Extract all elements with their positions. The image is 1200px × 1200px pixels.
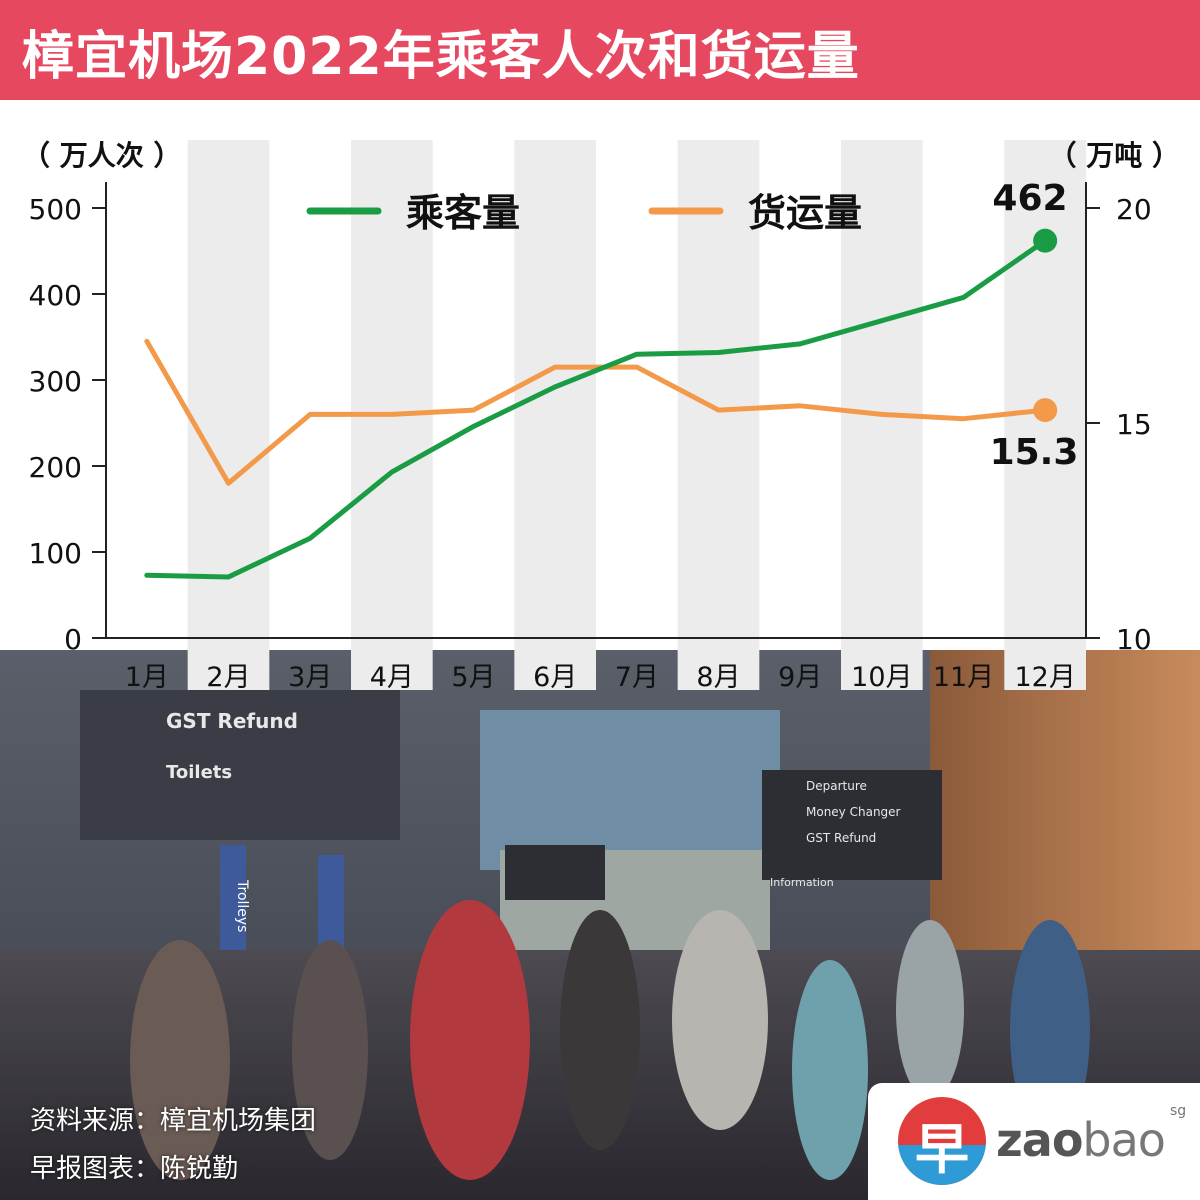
left-tick-label: 400	[29, 279, 82, 312]
chart-title: 樟宜机场2022年乘客人次和货运量	[22, 27, 860, 87]
sign-money-changer: Money Changer	[806, 805, 901, 819]
cargo-end-dot	[1033, 398, 1058, 423]
x-tick-label: 7月	[615, 662, 659, 693]
x-tick-label: 1月	[125, 662, 169, 693]
x-tick-label: 11月	[933, 662, 994, 693]
right-tick-label: 10	[1116, 623, 1152, 656]
left-tick-label: 100	[29, 537, 82, 570]
x-tick-label: 5月	[451, 662, 495, 693]
cargo-end-label: 15.3	[990, 432, 1079, 473]
legend-cargo-label: 货运量	[748, 191, 862, 235]
zaobao-wordmark: zaobao	[996, 1113, 1166, 1167]
left-ticks: 0 100 200 300 400 500	[29, 193, 106, 656]
right-tick-label: 15	[1116, 408, 1152, 441]
x-tick-label: 4月	[370, 662, 414, 693]
left-axis-label: （ 万人次 ）	[22, 139, 182, 172]
x-tick-label: 3月	[288, 662, 332, 693]
series-layer	[144, 228, 1058, 580]
credit-line: 早报图表：陈锐勤	[30, 1154, 239, 1184]
month-band	[187, 140, 270, 690]
sign-gst-refund-2: GST Refund	[806, 831, 876, 845]
sign-toilets: Toilets	[166, 762, 232, 783]
sign-gst-refund: GST Refund	[166, 709, 298, 733]
legend: 乘客量 货运量	[306, 191, 862, 235]
x-tick-label: 8月	[696, 662, 740, 693]
x-tick-label: 6月	[533, 662, 577, 693]
month-band	[677, 140, 760, 690]
passenger-end-dot	[1033, 228, 1058, 253]
x-tick-label: 2月	[206, 662, 250, 693]
chart: 0 100 200 300 400 500 10 15 20 1月 2月 3月 4月 5月 6月 7月 8月…	[22, 139, 1181, 693]
x-tick-label: 12月	[1014, 662, 1075, 693]
sign-information: Information	[770, 876, 834, 889]
month-band	[514, 140, 596, 690]
left-tick-label: 0	[64, 623, 82, 656]
title-bar: 樟宜机场2022年乘客人次和货运量	[0, 0, 1200, 100]
left-tick-label: 500	[29, 193, 82, 226]
passenger-line	[144, 238, 1048, 580]
passenger-end-label: 462	[992, 178, 1067, 219]
zaobao-logo: 早 zaobao sg	[868, 1083, 1200, 1200]
right-axis-label: （ 万吨 ）	[1049, 139, 1181, 172]
sign-departure: Departure	[806, 779, 867, 793]
source-line: 资料来源：樟宜机场集团	[30, 1106, 317, 1136]
axes	[105, 182, 1087, 639]
zaobao-logo-icon: 早	[898, 1097, 986, 1185]
left-tick-label: 300	[29, 365, 82, 398]
zaobao-sg-superscript: sg	[1170, 1103, 1187, 1119]
x-tick-label: 10月	[851, 662, 912, 693]
right-tick-label: 20	[1116, 193, 1152, 226]
sign-trolleys: Trolleys	[234, 879, 250, 932]
x-tick-label: 9月	[778, 662, 822, 693]
cargo-line	[144, 338, 1048, 486]
x-labels: 1月 2月 3月 4月 5月 6月 7月 8月 9月 10月 11月 12月	[125, 662, 1076, 693]
legend-passenger-label: 乘客量	[406, 191, 520, 235]
left-tick-label: 200	[29, 451, 82, 484]
right-ticks: 10 15 20	[1086, 193, 1152, 656]
